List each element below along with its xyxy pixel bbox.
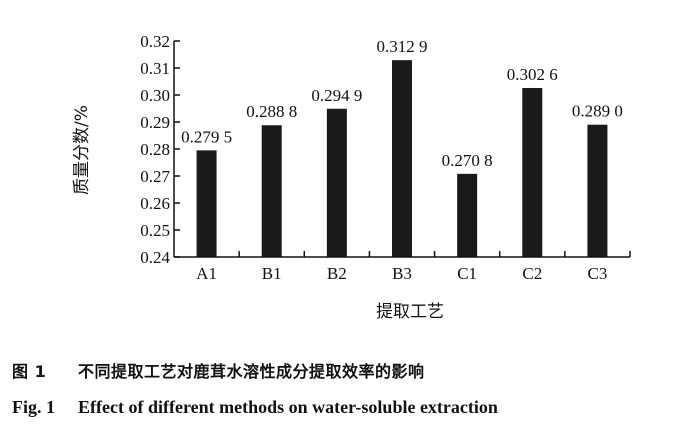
bar-value-label-C1: 0.270 8 (442, 151, 493, 170)
caption-cn-text: 不同提取工艺对鹿茸水溶性成分提取效率的影响 (78, 362, 425, 381)
caption-en-text: Effect of different methods on water-sol… (78, 397, 498, 417)
bar-value-label-A1: 0.279 5 (181, 127, 232, 146)
bar-C2 (522, 87, 543, 257)
y-tick-label: 0.28 (140, 140, 170, 159)
x-axis-title: 提取工艺 (376, 302, 444, 322)
bar-B3 (392, 60, 412, 257)
y-tick-label: 0.31 (140, 59, 170, 78)
bar-value-label-C3: 0.289 0 (572, 102, 623, 121)
bar-value-label-B1: 0.288 8 (246, 102, 297, 121)
y-tick-label: 0.29 (140, 113, 170, 132)
x-tick-label-B1: B1 (262, 264, 282, 283)
y-tick-label: 0.25 (140, 221, 170, 240)
x-tick-label-C3: C3 (588, 264, 608, 283)
bar-value-label-B3: 0.312 9 (377, 37, 428, 56)
y-tick-label: 0.30 (140, 86, 170, 105)
x-tick-label-B3: B3 (392, 264, 412, 283)
bar-B1 (261, 125, 282, 258)
x-tick-label-B2: B2 (327, 264, 347, 283)
x-tick-label-C1: C1 (457, 264, 477, 283)
bar-value-label-C2: 0.302 6 (507, 65, 558, 84)
bar-C3 (587, 124, 608, 257)
y-axis-title: 质量分数/% (72, 105, 92, 195)
y-tick-label: 0.32 (140, 32, 170, 51)
y-tick-label: 0.24 (140, 248, 170, 267)
y-axis-ticks: 0.24 0.25 0.26 0.27 0.28 0.29 0.30 0.31 0.32 (140, 32, 180, 267)
bar-value-label-B2: 0.294 9 (311, 86, 362, 105)
bar-B2 (326, 108, 347, 258)
x-tick-label-C2: C2 (522, 264, 542, 283)
figure-caption-english: Fig. 1 Effect of different methods on wat… (12, 397, 498, 418)
figure-caption-chinese: 图 1 不同提取工艺对鹿茸水溶性成分提取效率的影响 (12, 358, 425, 382)
bar-chart: 0.24 0.25 0.26 0.27 0.28 0.29 0.30 0.31 0.32 0.2… (72, 32, 631, 322)
bars (196, 60, 608, 258)
bar-value-labels: 0.279 5 0.288 8 0.294 9 0.312 9 0.270 8 0.302… (181, 37, 623, 170)
caption-cn-label: 图 1 (12, 362, 47, 381)
x-tick-label-A1: A1 (196, 264, 217, 283)
bar-A1 (196, 150, 217, 257)
y-tick-label: 0.26 (140, 194, 170, 213)
caption-en-label: Fig. 1 (12, 397, 55, 417)
bar-C1 (457, 173, 478, 257)
y-tick-label: 0.27 (140, 167, 170, 186)
x-axis-ticks: A1 B1 B2 B3 C1 C2 C3 (196, 251, 631, 283)
